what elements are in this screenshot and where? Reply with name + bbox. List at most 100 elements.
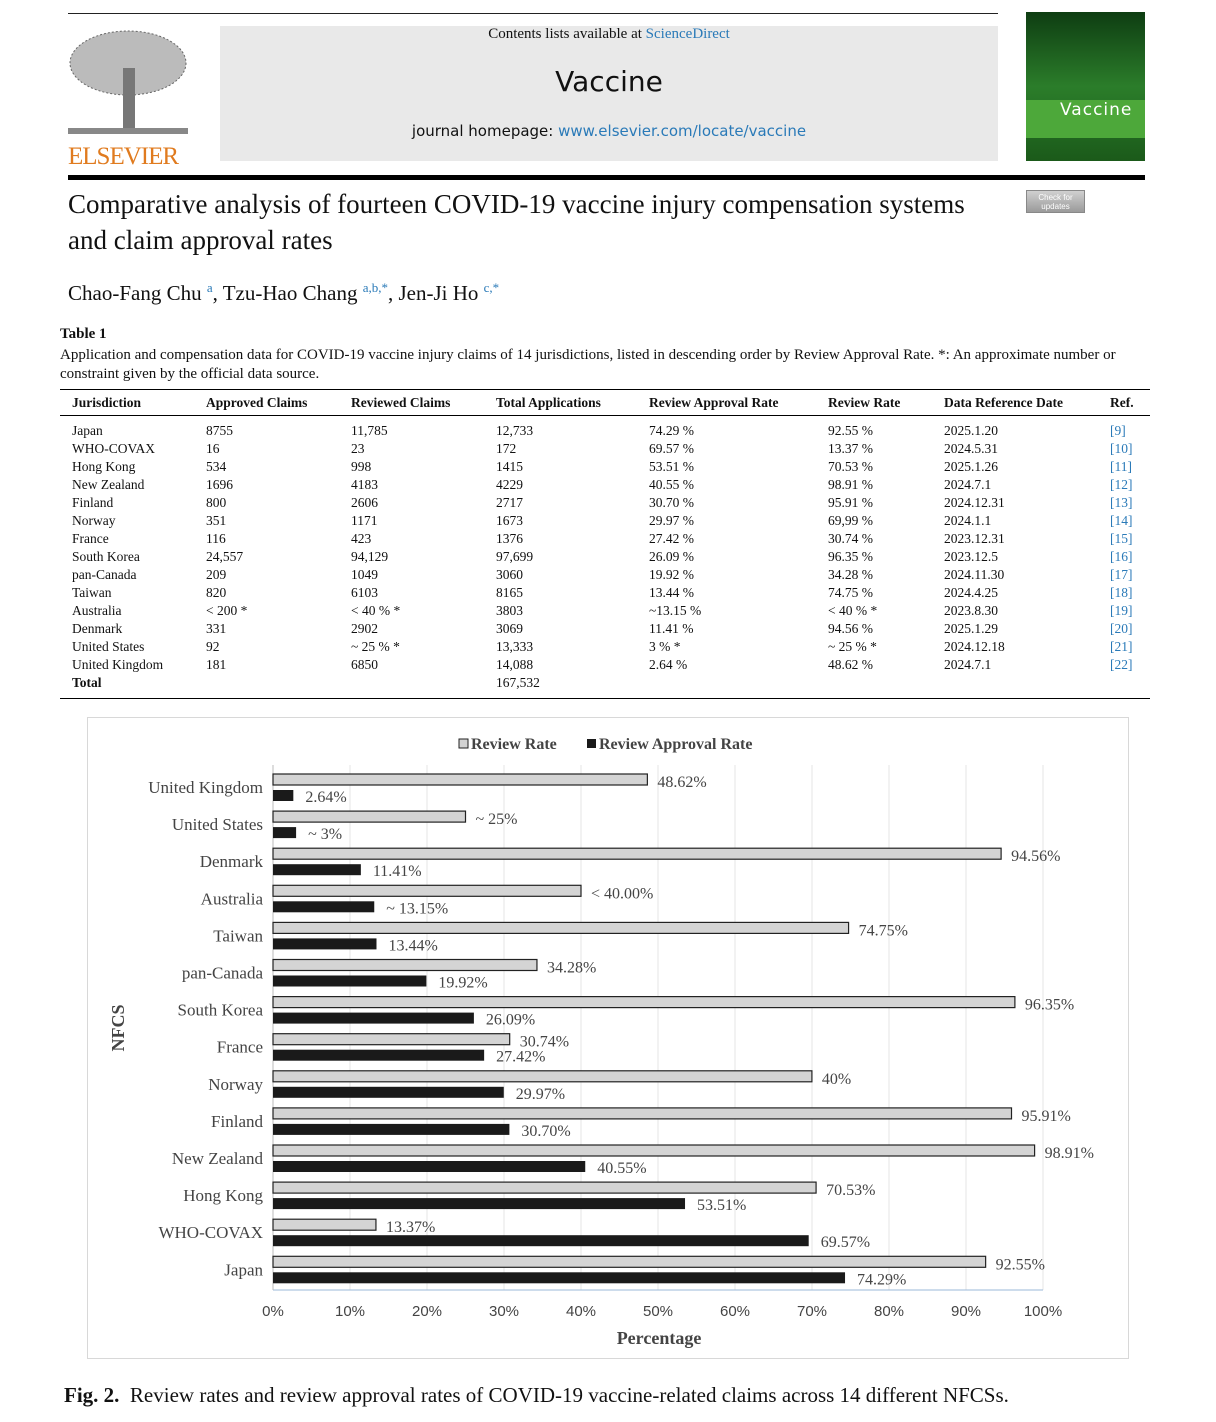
review-rate-bar [272,1181,817,1194]
reference-link[interactable]: [14] [1110,513,1133,528]
table-cell: 13.37 % [828,441,873,456]
approval-rate-label: 69.57% [821,1234,870,1251]
reference-link[interactable]: [18] [1110,585,1133,600]
reference-link[interactable]: [13] [1110,495,1133,510]
category-label: New Zealand [172,1149,264,1168]
category-label: Australia [201,889,264,908]
reference-link[interactable]: [21] [1110,639,1133,654]
table-cell: Total [72,675,102,690]
review-rate-label: 34.28% [547,960,596,977]
table-cell: 13.44 % [649,585,694,600]
column-header: Ref. [1098,389,1150,416]
table-row: Denmark 331 2902 3069 11.41 % 94.56 % 2025.1.2… [60,620,1150,638]
table-cell: 1171 [351,513,378,528]
category-label: WHO-COVAX [158,1223,263,1242]
approval-rate-label: 53.51% [697,1197,746,1214]
table-cell: 116 [206,531,226,546]
table-row: South Korea 24,557 94,129 97,699 26.09 % 96.3… [60,548,1150,566]
affiliation-mark[interactable]: c,* [483,280,500,295]
table-cell: 209 [206,567,227,582]
table-cell: 53.51 % [649,459,694,474]
x-tick-label: 20% [412,1303,442,1320]
table-cell: 97,699 [496,549,534,564]
reference-link[interactable]: [15] [1110,531,1133,546]
review-rate-label: 70.53% [826,1182,875,1199]
reference-link[interactable]: [12] [1110,477,1133,492]
table-cell: Finland [72,495,114,510]
reference-link[interactable]: [19] [1110,603,1133,618]
reference-link[interactable] [1098,674,1150,699]
table-row: Finland 800 2606 2717 30.70 % 95.91 % 2024.12.… [60,494,1150,512]
author[interactable]: Tzu-Hao Chang [222,281,358,305]
column-header: Reviewed Claims [339,389,484,416]
table-cell: Australia [72,603,122,618]
approval-rate-label: 27.42% [496,1049,545,1066]
reference-link[interactable]: [11] [1110,459,1132,474]
review-rate-label: 30.74% [520,1034,569,1051]
top-rule [68,13,998,14]
x-tick-label: 100% [1024,1303,1062,1320]
table-cell: 12,733 [496,423,534,438]
table-cell: 2023.8.30 [944,603,998,618]
review-rate-label: 92.55% [996,1256,1045,1273]
table-cell: France [72,531,109,546]
table-row: New Zealand 1696 4183 4229 40.55 % 98.91 % 202… [60,476,1150,494]
check-updates-button[interactable]: Check for updates [1026,190,1085,213]
table-cell: 172 [496,441,517,456]
reference-link[interactable]: [20] [1110,621,1133,636]
author[interactable]: Chao-Fang Chu [68,281,202,305]
journal-cover[interactable]: Vaccine [1026,12,1145,161]
table-cell: 2024.12.31 [944,495,1005,510]
approval-rate-bar [273,938,377,950]
table-cell: 167,532 [496,675,540,690]
table-cell: 92 [206,639,220,654]
table-cell: 351 [206,513,227,528]
approval-rate-bar [273,1049,485,1061]
table-cell: < 40 % * [351,603,401,618]
journal-name: Vaccine [555,65,663,98]
x-tick-label: 40% [566,1303,596,1320]
review-rate-label: ~ 25% [476,811,518,828]
table-cell: 69.57 % [649,441,694,456]
table-cell: Japan [72,423,103,438]
review-rate-label: 13.37% [386,1219,435,1236]
category-label: Japan [224,1260,263,1279]
table-cell: South Korea [72,549,140,564]
table-cell: 1049 [351,567,378,582]
review-rate-bar [272,921,850,934]
reference-link[interactable]: [16] [1110,549,1133,564]
column-header: Jurisdiction [60,389,194,416]
affiliation-mark[interactable]: a,b,* [362,280,388,295]
table-cell: 26.09 % [649,549,694,564]
table-cell: 40.55 % [649,477,694,492]
reference-link[interactable]: [17] [1110,567,1133,582]
table-cell: 3069 [496,621,523,636]
reference-link[interactable]: [22] [1110,657,1133,672]
author[interactable]: Jen-Ji Ho [398,281,479,305]
table-cell: 2024.1.1 [944,513,992,528]
data-table: Jurisdiction Approved Claims Reviewed Clai… [60,389,1150,699]
approval-rate-bar [273,790,294,801]
reference-link[interactable]: [10] [1110,441,1133,456]
legend-swatch-review-rate [458,738,469,749]
table-cell: 98.91 % [828,477,873,492]
approval-rate-label: ~ 3% [308,826,342,843]
table-cell: 19.92 % [649,567,694,582]
table-row: Norway 351 1171 1673 29.97 % 69,99 % 2024.1.1 [… [60,512,1150,530]
review-rate-bar [272,1107,1013,1120]
table-cell: 2.64 % [649,657,688,672]
homepage-link[interactable]: www.elsevier.com/locate/vaccine [558,122,807,140]
table-cell: 423 [351,531,372,546]
reference-link[interactable]: [9] [1110,423,1126,438]
table-row: Total 167,532 [60,674,1150,699]
affiliation-mark[interactable]: a [206,280,213,295]
sciencedirect-link[interactable]: ScienceDirect [645,26,730,42]
approval-rate-label: 19.92% [438,975,487,992]
figure-caption: Fig. 2. Review rates and review approval… [64,1383,1009,1408]
table-cell: 13,333 [496,639,534,654]
table-cell: 14,088 [496,657,534,672]
table-cell: 181 [206,657,227,672]
table-cell: 96.35 % [828,549,873,564]
approval-rate-bar [273,1012,474,1024]
approval-rate-label: ~ 13.15% [386,900,448,917]
